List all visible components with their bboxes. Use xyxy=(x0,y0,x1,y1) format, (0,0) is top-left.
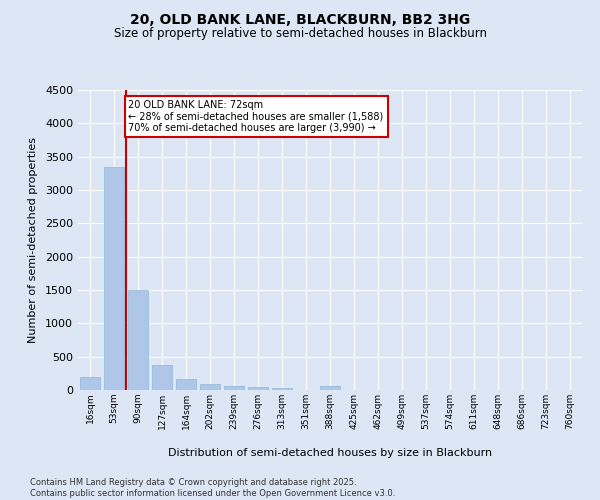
Bar xyxy=(152,366,172,390)
Text: Distribution of semi-detached houses by size in Blackburn: Distribution of semi-detached houses by … xyxy=(168,448,492,458)
Text: Contains HM Land Registry data © Crown copyright and database right 2025.
Contai: Contains HM Land Registry data © Crown c… xyxy=(30,478,395,498)
Bar xyxy=(104,166,124,390)
Text: 20, OLD BANK LANE, BLACKBURN, BB2 3HG: 20, OLD BANK LANE, BLACKBURN, BB2 3HG xyxy=(130,12,470,26)
Bar xyxy=(128,290,148,390)
Bar xyxy=(224,386,244,390)
Bar xyxy=(200,384,220,390)
Bar xyxy=(248,387,268,390)
Text: Size of property relative to semi-detached houses in Blackburn: Size of property relative to semi-detach… xyxy=(113,28,487,40)
Text: 20 OLD BANK LANE: 72sqm
← 28% of semi-detached houses are smaller (1,588)
70% of: 20 OLD BANK LANE: 72sqm ← 28% of semi-de… xyxy=(128,100,383,133)
Bar xyxy=(80,376,100,390)
Bar xyxy=(176,378,196,390)
Bar xyxy=(320,386,340,390)
Bar xyxy=(272,388,292,390)
Y-axis label: Number of semi-detached properties: Number of semi-detached properties xyxy=(28,137,38,343)
